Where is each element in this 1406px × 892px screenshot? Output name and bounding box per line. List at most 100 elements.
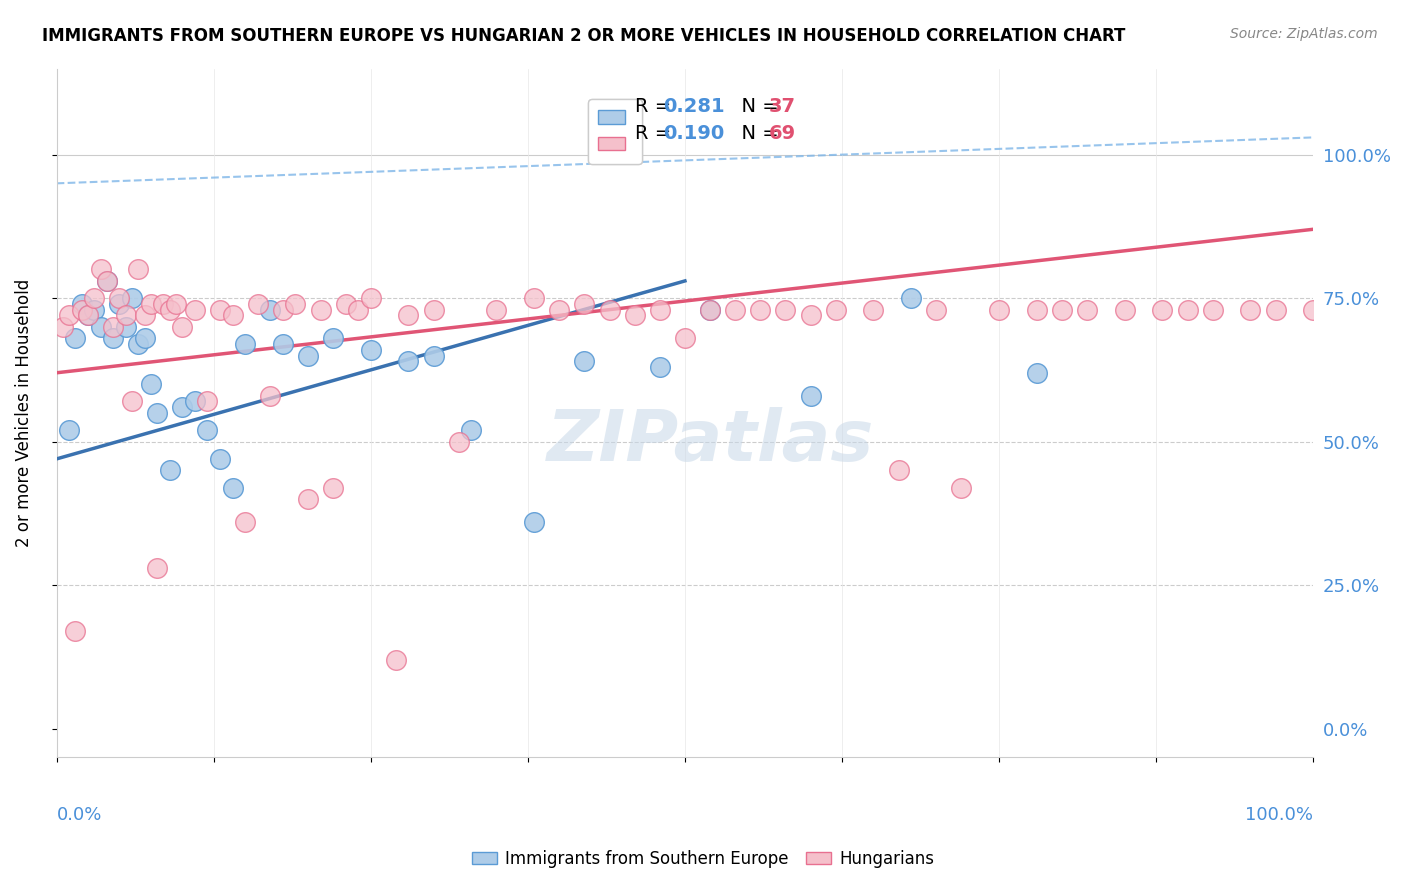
Text: ZIPatlas: ZIPatlas (547, 407, 873, 476)
Point (297, 349, 319, 363)
Point (58, 309, 80, 323)
Text: 0.190: 0.190 (664, 125, 725, 144)
Point (574, 297, 596, 311)
Point (398, 309, 420, 323)
Point (221, 481, 243, 495)
Point (699, 302, 721, 317)
Point (648, 359, 671, 374)
Point (159, 302, 181, 317)
Point (233, 515, 256, 529)
Point (152, 297, 174, 311)
Text: Source: ZipAtlas.com: Source: ZipAtlas.com (1230, 27, 1378, 41)
Point (335, 297, 357, 311)
Legend: , : , (588, 99, 643, 164)
Point (347, 302, 370, 317)
Text: 0.0%: 0.0% (56, 805, 103, 823)
Point (101, 319, 124, 334)
Text: R =: R = (634, 125, 678, 144)
Point (208, 302, 231, 317)
Point (184, 394, 207, 409)
Point (90, 262, 112, 277)
Point (925, 302, 948, 317)
Point (1076, 302, 1098, 317)
Point (775, 302, 797, 317)
Point (101, 331, 124, 345)
Legend: Immigrants from Southern Europe, Hungarians: Immigrants from Southern Europe, Hungari… (465, 844, 941, 875)
Point (172, 319, 194, 334)
Point (159, 463, 181, 477)
Point (385, 653, 408, 667)
Point (460, 423, 482, 437)
Point (96, 274, 118, 288)
Point (165, 297, 187, 311)
Point (1302, 302, 1324, 317)
Point (233, 337, 256, 351)
Point (1152, 302, 1174, 317)
Point (1177, 302, 1199, 317)
Point (800, 309, 823, 323)
Point (699, 302, 721, 317)
Point (127, 262, 149, 277)
Point (398, 354, 420, 368)
Point (65, 331, 87, 345)
Point (259, 389, 281, 403)
Point (139, 377, 162, 392)
Text: 100.0%: 100.0% (1246, 805, 1313, 823)
Point (1239, 302, 1261, 317)
Point (83, 291, 105, 305)
Point (134, 309, 156, 323)
Point (309, 302, 332, 317)
Point (127, 337, 149, 351)
Point (146, 406, 169, 420)
Point (523, 291, 546, 305)
Point (648, 302, 671, 317)
Point (447, 434, 470, 449)
Point (824, 302, 846, 317)
Point (139, 297, 162, 311)
Point (65, 624, 87, 639)
Point (70, 302, 93, 317)
Point (146, 561, 169, 575)
Point (422, 302, 444, 317)
Point (599, 302, 621, 317)
Point (523, 515, 546, 529)
Point (197, 394, 219, 409)
Point (246, 297, 269, 311)
Point (1114, 302, 1136, 317)
Point (548, 302, 571, 317)
Point (70, 297, 93, 311)
Point (360, 291, 382, 305)
Point (673, 331, 696, 345)
Point (197, 423, 219, 437)
Point (1202, 302, 1225, 317)
Y-axis label: 2 or more Vehicles in Household: 2 or more Vehicles in Household (15, 279, 32, 547)
Point (114, 309, 136, 323)
Point (121, 291, 143, 305)
Point (749, 302, 772, 317)
Point (322, 331, 344, 345)
Point (108, 297, 131, 311)
Point (485, 302, 508, 317)
Point (77, 309, 100, 323)
Point (83, 302, 105, 317)
Point (862, 302, 884, 317)
Point (96, 274, 118, 288)
Point (134, 331, 156, 345)
Point (887, 463, 910, 477)
Point (724, 302, 747, 317)
Point (623, 309, 645, 323)
Point (271, 302, 294, 317)
Point (172, 401, 194, 415)
Point (52, 319, 75, 334)
Point (90, 319, 112, 334)
Point (259, 302, 281, 317)
Text: 0.281: 0.281 (664, 97, 725, 116)
Point (422, 349, 444, 363)
Point (574, 354, 596, 368)
Text: IMMIGRANTS FROM SOUTHERN EUROPE VS HUNGARIAN 2 OR MORE VEHICLES IN HOUSEHOLD COR: IMMIGRANTS FROM SOUTHERN EUROPE VS HUNGA… (42, 27, 1126, 45)
Point (114, 319, 136, 334)
Text: 69: 69 (769, 125, 796, 144)
Point (1327, 653, 1350, 667)
Point (284, 297, 307, 311)
Point (221, 309, 243, 323)
